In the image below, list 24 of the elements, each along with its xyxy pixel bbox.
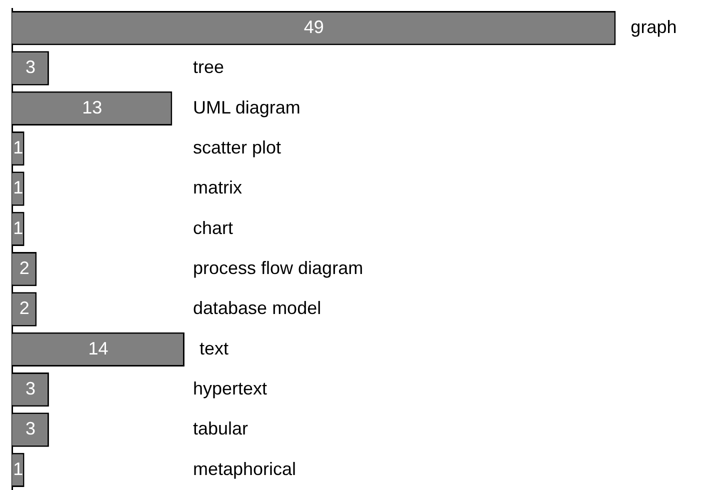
data-label: 14 [88, 338, 108, 358]
data-label: 49 [304, 17, 324, 38]
y-tick-label: text [199, 338, 228, 358]
data-label: 2 [19, 258, 30, 278]
data-label: 3 [25, 378, 36, 399]
y-tick-label: chart [193, 218, 234, 238]
y-tick-label: matrix [193, 178, 242, 198]
y-tick-label: process flow diagram [193, 258, 364, 278]
y-tick-label: UML diagram [193, 97, 300, 118]
data-label: 2 [19, 298, 30, 318]
data-label: 1 [13, 138, 24, 158]
data-label: 1 [13, 218, 24, 238]
data-label: 3 [25, 57, 36, 78]
y-tick-label: metaphorical [193, 458, 296, 479]
data-label: 3 [25, 418, 36, 439]
y-tick-label: scatter plot [193, 138, 282, 158]
y-tick-label: tree [193, 57, 224, 78]
data-label: 1 [13, 458, 24, 479]
y-tick-label: hypertext [193, 378, 268, 399]
data-label: 1 [13, 178, 24, 198]
data-label: 13 [82, 97, 102, 118]
y-tick-label: graph [630, 17, 677, 38]
y-tick-label: database model [193, 298, 322, 318]
y-tick-label: tabular [193, 418, 248, 439]
